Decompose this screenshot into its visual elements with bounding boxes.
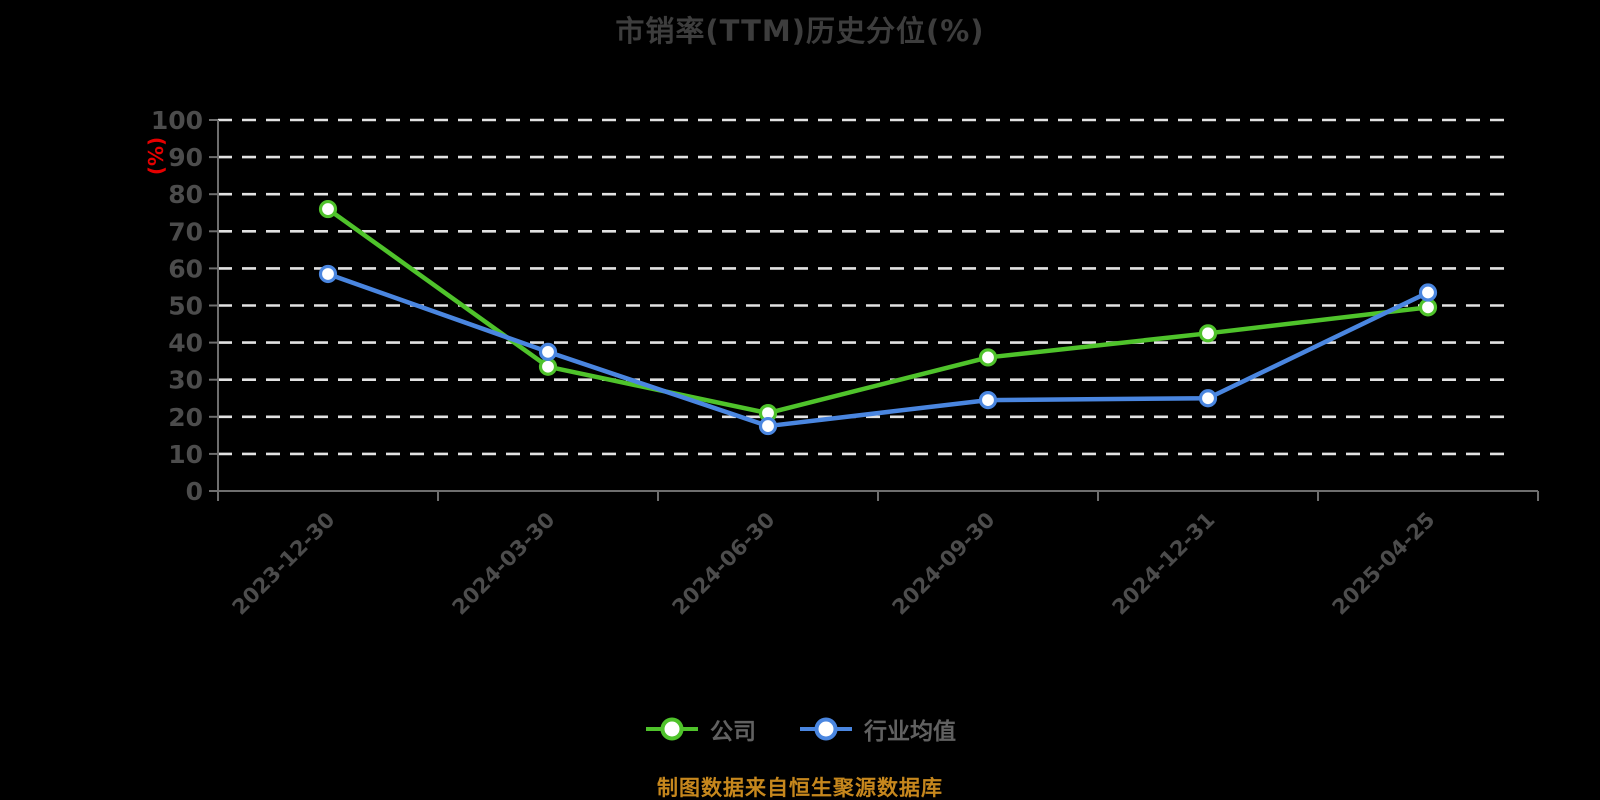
series-line-industry-average bbox=[325, 271, 1431, 429]
x-axis-tick-label: 2025-04-25 bbox=[1328, 508, 1440, 620]
company-series-marker-icon bbox=[646, 717, 698, 741]
data-point-marker bbox=[318, 199, 338, 219]
y-axis-tick-label: 30 bbox=[168, 366, 203, 395]
x-axis-tick-label: 2024-06-30 bbox=[668, 508, 780, 620]
y-axis-tick-label: 60 bbox=[168, 254, 203, 283]
data-point-marker bbox=[1418, 283, 1438, 302]
x-axis-tick-label: 2024-03-30 bbox=[448, 508, 560, 620]
data-point-marker bbox=[318, 264, 338, 284]
x-axis-tick-label: 2024-12-31 bbox=[1108, 508, 1220, 620]
x-axis-tick-label: 2024-09-30 bbox=[888, 508, 1000, 620]
data-point-marker bbox=[1198, 389, 1218, 408]
legend-label-industry-average: 行业均值 bbox=[864, 719, 956, 745]
y-axis-tick-label: 10 bbox=[168, 440, 203, 469]
data-point-marker bbox=[538, 357, 558, 376]
data-point-marker bbox=[1198, 324, 1218, 343]
data-point-marker bbox=[538, 342, 558, 361]
data-point-marker bbox=[758, 416, 778, 436]
y-axis-tick-label: 80 bbox=[168, 180, 203, 209]
y-axis-tick-label: 40 bbox=[168, 329, 203, 358]
industry-average-series-marker-icon bbox=[800, 717, 852, 741]
data-point-marker bbox=[1418, 298, 1438, 317]
legend-item-company[interactable]: 公司 bbox=[644, 712, 756, 746]
data-source-note: 制图数据来自恒生聚源数据库 bbox=[657, 776, 943, 800]
y-axis-tick-label: 70 bbox=[168, 217, 203, 246]
legend-label-company: 公司 bbox=[710, 719, 756, 745]
y-axis-tick-label: 90 bbox=[168, 143, 203, 172]
y-axis-tick-label: 100 bbox=[151, 106, 203, 135]
data-point-marker bbox=[978, 348, 998, 367]
data-point-marker bbox=[978, 391, 998, 410]
legend-item-industry-average[interactable]: 行业均值 bbox=[798, 712, 956, 746]
y-axis-tick-label: 20 bbox=[168, 403, 203, 432]
x-axis-tick-label: 2023-12-30 bbox=[228, 508, 340, 620]
y-axis-tick-label: 50 bbox=[168, 292, 203, 321]
y-axis-tick-label: 0 bbox=[186, 477, 203, 506]
legend: 公司 行业均值 bbox=[0, 712, 1600, 746]
chart-title: 市销率(TTM)历史分位(%) bbox=[615, 14, 985, 48]
series-line-company bbox=[325, 206, 1431, 416]
